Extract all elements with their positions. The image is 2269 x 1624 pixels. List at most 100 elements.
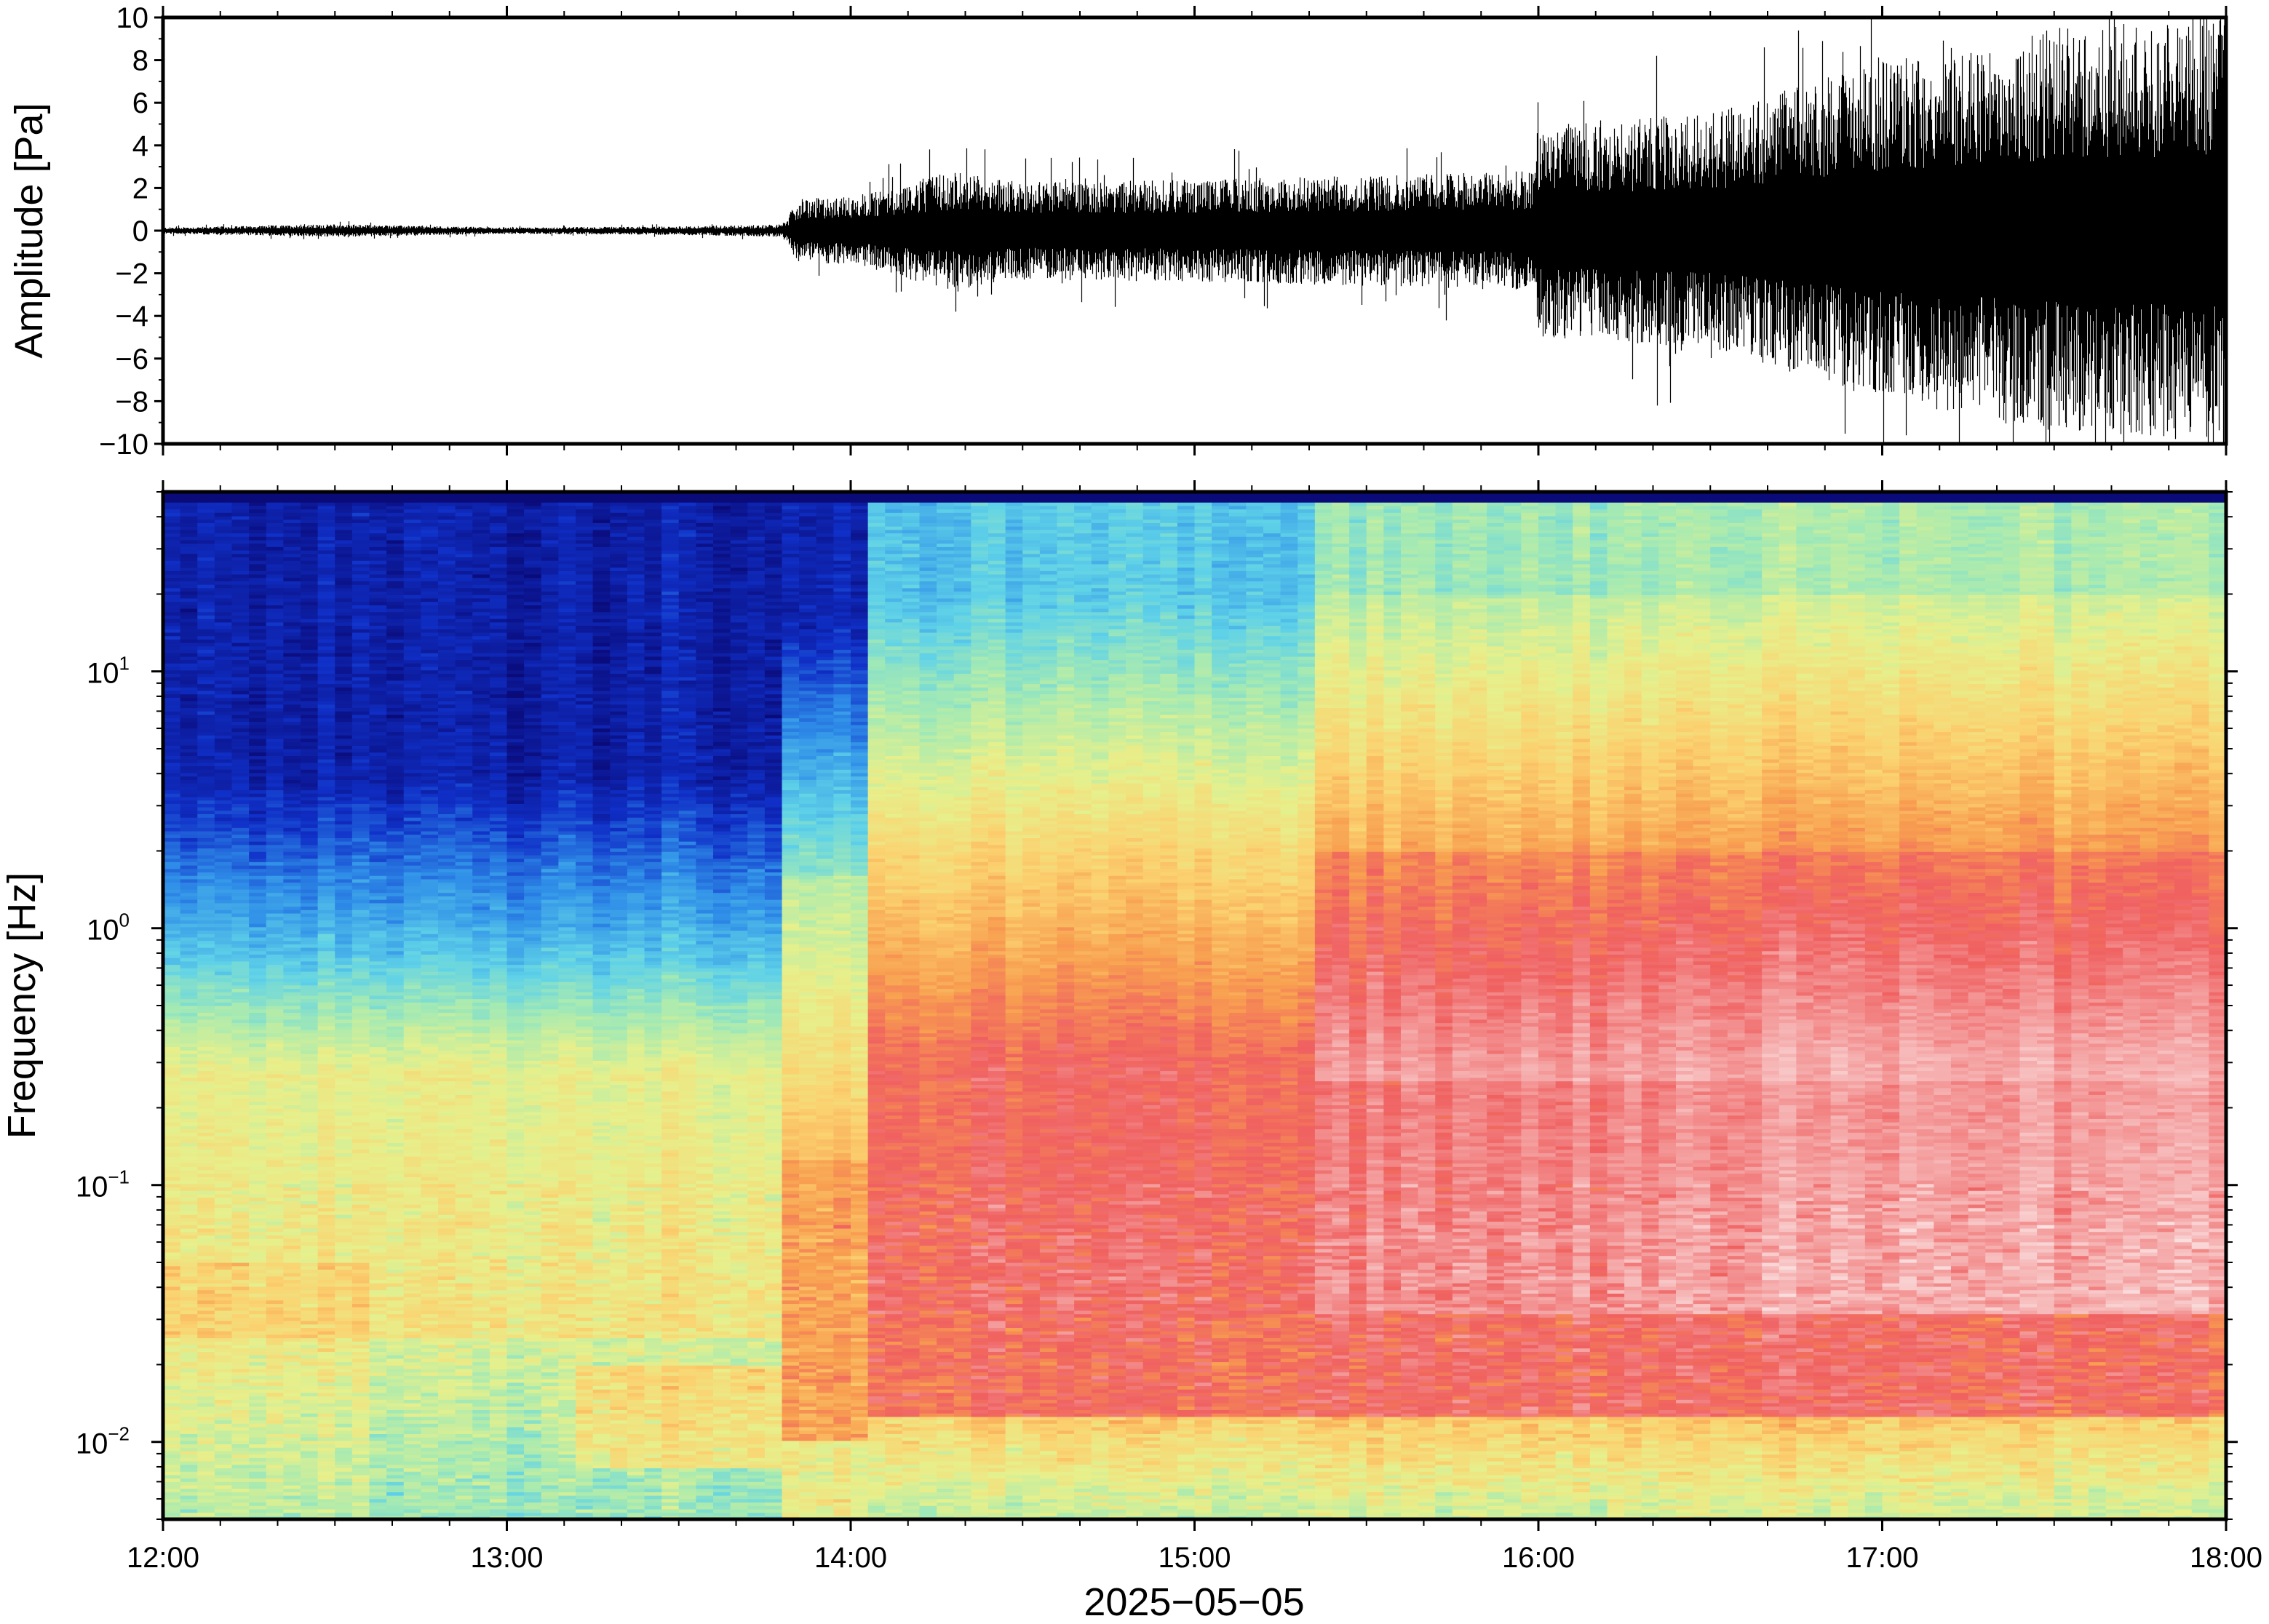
spectrogram-cell bbox=[369, 735, 387, 739]
spectrogram-cell bbox=[180, 912, 198, 918]
spectrogram-cell bbox=[301, 984, 319, 990]
spectrogram-cell bbox=[266, 1008, 284, 1014]
spectrogram-cell bbox=[249, 1241, 267, 1246]
spectrogram-cell bbox=[214, 505, 233, 510]
spectrogram-cell bbox=[317, 1129, 335, 1133]
spectrogram-cell bbox=[386, 789, 405, 794]
spectrogram-cell bbox=[421, 502, 439, 506]
spectrogram-cell bbox=[266, 1478, 284, 1482]
spectrogram-cell bbox=[283, 909, 301, 914]
spectrogram-cell bbox=[351, 639, 370, 643]
spectrogram-cell bbox=[249, 909, 267, 914]
spectrogram-cell bbox=[163, 1262, 181, 1267]
spectrogram-cell bbox=[317, 1341, 335, 1345]
spectrogram-cell bbox=[369, 492, 387, 496]
spectrogram-cell bbox=[180, 899, 198, 904]
spectrogram-cell bbox=[369, 1495, 387, 1500]
spectrogram-cell bbox=[421, 861, 439, 866]
spectrogram-cell bbox=[335, 827, 353, 832]
spectrogram-cell bbox=[403, 1423, 421, 1428]
spectrogram-cell bbox=[266, 1166, 284, 1171]
spectrogram-cell bbox=[369, 1019, 387, 1024]
spectrogram-cell bbox=[421, 1070, 439, 1075]
spectrogram-cell bbox=[163, 865, 181, 869]
spectrogram-cell bbox=[421, 735, 439, 739]
spectrogram-cell bbox=[214, 1115, 233, 1119]
spectrogram-cell bbox=[283, 663, 301, 667]
spectrogram-cell bbox=[421, 557, 439, 561]
spectrogram-cell bbox=[249, 1505, 267, 1510]
spectrogram-cell bbox=[369, 1426, 387, 1431]
spectrogram-cell bbox=[180, 745, 198, 749]
spectrogram-cell bbox=[317, 1447, 335, 1452]
spectrogram-cell bbox=[180, 982, 198, 986]
spectrogram-cell bbox=[249, 1423, 267, 1428]
spectrogram-cell bbox=[283, 560, 301, 565]
spectrogram-cell bbox=[163, 779, 181, 784]
spectrogram-cell bbox=[335, 861, 353, 866]
spectrogram-cell bbox=[403, 888, 421, 893]
spectrogram-cell bbox=[335, 947, 353, 952]
spectrogram-cell bbox=[403, 1297, 421, 1301]
spectrogram-cell bbox=[351, 701, 370, 705]
spectrogram-cell bbox=[421, 984, 439, 990]
spectrogram-cell bbox=[283, 693, 301, 698]
spectrogram-cell bbox=[266, 1444, 284, 1448]
spectrogram-cell bbox=[335, 1365, 353, 1369]
spectrogram-cell bbox=[438, 1375, 456, 1380]
spectrogram-cell bbox=[301, 1460, 319, 1465]
spectrogram-cell bbox=[266, 888, 284, 893]
spectrogram-cell bbox=[180, 573, 198, 578]
spectrogram-cell bbox=[335, 669, 353, 674]
spectrogram-cell bbox=[283, 533, 301, 537]
spectrogram-cell bbox=[266, 1173, 284, 1177]
spectrogram-cell bbox=[386, 899, 405, 904]
spectrogram-cell bbox=[266, 954, 284, 958]
spectrogram-cell bbox=[351, 960, 370, 966]
spectrogram-cell bbox=[421, 944, 439, 948]
spectrogram-cell bbox=[351, 1279, 370, 1283]
spectrogram-cell bbox=[438, 1437, 456, 1441]
spectrogram-cell bbox=[283, 878, 301, 883]
spectrogram-cell bbox=[197, 615, 215, 619]
spectrogram-cell bbox=[317, 1235, 335, 1239]
spectrogram-cell bbox=[386, 1474, 405, 1479]
spectrogram-cell bbox=[351, 1094, 370, 1099]
spectrogram-cell bbox=[180, 1457, 198, 1462]
spectrogram-cell bbox=[231, 944, 250, 948]
spectrogram-cell bbox=[163, 1067, 181, 1072]
spectrogram-cell bbox=[369, 920, 387, 924]
spectrogram-cell bbox=[335, 597, 353, 602]
spectrogram-cell bbox=[403, 1241, 421, 1246]
spectrogram-cell bbox=[180, 1440, 198, 1445]
spectrogram-cell bbox=[231, 968, 250, 972]
spectrogram-cell bbox=[301, 820, 319, 825]
spectrogram-cell bbox=[369, 1444, 387, 1448]
spectrogram-cell bbox=[283, 950, 301, 955]
spectrogram-cell bbox=[386, 885, 405, 890]
spectrogram-cell bbox=[335, 1255, 353, 1259]
spectrogram-cell bbox=[180, 567, 198, 571]
spectrogram-cell bbox=[335, 536, 353, 541]
spectrogram-cell bbox=[214, 635, 233, 640]
spectrogram-cell bbox=[163, 1299, 181, 1305]
spectrogram-cell bbox=[266, 992, 284, 996]
spectrogram-cell bbox=[214, 944, 233, 948]
spectrogram-cell bbox=[214, 954, 233, 958]
spectrogram-cell bbox=[335, 1203, 353, 1209]
spectrogram-cell bbox=[335, 1375, 353, 1380]
spectrogram-cell bbox=[197, 1094, 215, 1099]
spectrogram-cell bbox=[335, 1444, 353, 1448]
spectrogram-cell bbox=[386, 1423, 405, 1428]
spectrogram-cell bbox=[317, 1297, 335, 1301]
spectrogram-cell bbox=[163, 587, 181, 592]
spectrogram-cell bbox=[214, 515, 233, 520]
spectrogram-cell bbox=[249, 1070, 267, 1075]
spectrogram-cell bbox=[180, 553, 198, 558]
spectrogram-cell bbox=[231, 1190, 250, 1195]
spectrogram-cell bbox=[180, 1084, 198, 1088]
spectrogram-cell bbox=[335, 1433, 353, 1438]
spectrogram-cell bbox=[231, 1468, 250, 1472]
spectrogram-cell bbox=[231, 1396, 250, 1400]
spectrogram-cell bbox=[266, 1484, 284, 1489]
